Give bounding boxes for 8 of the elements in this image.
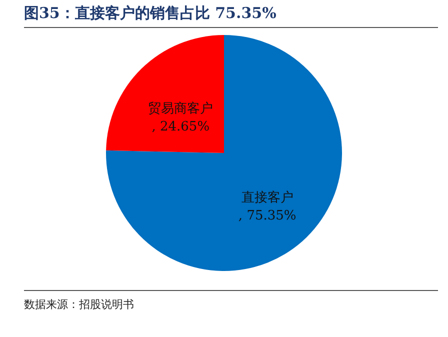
slice-label: 直接客户 [241,189,294,206]
chart-title: 图35：直接客户的销售占比 75.35% [24,4,438,28]
data-label: , 24.65% [152,120,210,135]
source-note: 数据来源：招股说明书 [24,290,438,312]
data-label: , 75.35% [238,208,296,224]
pie-slice [106,35,224,153]
slice-label: 贸易商客户 [148,100,214,117]
pie-slice [106,35,342,271]
